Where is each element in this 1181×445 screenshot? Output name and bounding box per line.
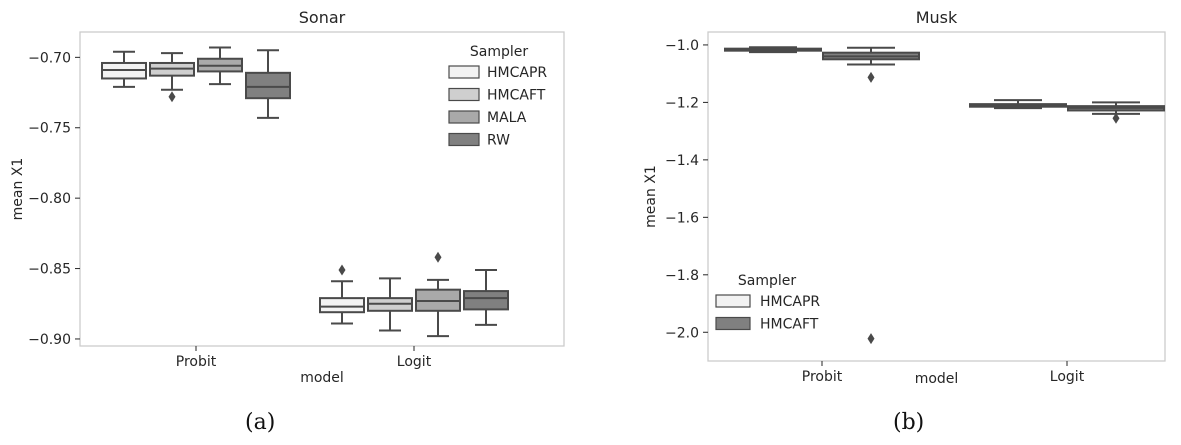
x-tick-label: Probit [802,369,843,385]
box-hmcapr-probit [101,50,147,88]
y-tick-label: −1.4 [665,153,699,169]
chart-panel-1: Sonar −0.70 −0.75 −0.80 −0.85 −0.90 Probit Logi… [10,8,565,386]
box-hmcapr-logit [319,264,365,325]
box-mala-probit [197,46,243,86]
outlier-point [1112,112,1120,124]
box-hmcaft-probit [149,52,195,103]
box-iqr [319,297,365,314]
legend-title: Sampler [738,273,796,289]
chart-panel-2: Musk −1.0 −1.2 −1.4 −1.6 −1.8 −2.0 Probit Logit m… [643,8,1166,387]
y-tick-label: −1.2 [665,95,699,111]
legend-label: RW [487,133,510,149]
plot-frame [79,31,565,347]
box-hmcaft-logit [1067,101,1165,124]
y-tick-label: −1.0 [665,38,699,54]
box-iqr [245,71,291,100]
chart-title: Sonar [299,8,346,27]
y-tick-label: −2.0 [665,325,699,341]
caption-a: (a) [245,410,276,435]
legend-swatch [715,316,751,331]
legend-swatch [448,87,480,102]
chart-title: Musk [916,8,958,27]
y-tick-label: −0.85 [28,262,71,278]
x-tick-label: Probit [176,354,217,370]
legend-title: Sampler [470,44,528,60]
legend: Sampler HMCAPR HMCAFT MALA RW [447,43,551,154]
y-tick-label: −1.8 [665,268,699,284]
box-hmcapr-logit [969,99,1067,110]
caption-b: (b) [893,410,925,435]
legend-label: HMCAFT [760,317,819,333]
x-tick-label: Logit [1050,369,1085,385]
y-tick-label: −0.90 [28,332,71,348]
outlier-point [867,333,875,345]
box-mala-logit [415,251,461,338]
x-axis-label: model [300,370,344,386]
y-tick-label: −0.80 [28,191,71,207]
box-hmcaft-logit [367,277,413,332]
box-hmcapr-probit [724,46,822,54]
legend-label: MALA [487,110,527,126]
legend-swatch [448,132,480,147]
y-axis-label: mean X1 [643,165,659,228]
legend: Sampler HMCAPR HMCAFT [713,272,821,342]
legend-swatch [448,65,480,79]
box-hmcaft-probit [822,46,920,345]
outlier-point [434,251,442,263]
y-tick-label: −1.6 [665,210,699,226]
x-axis-label: model [915,371,959,387]
y-tick-label: −0.75 [28,121,71,137]
outlier-point [338,264,346,276]
outlier-point [867,71,875,83]
box-iqr [463,290,509,311]
legend-swatch [715,294,751,308]
outlier-point [168,91,176,103]
y-axis-label: mean X1 [10,158,26,221]
x-tick-label: Logit [397,354,432,370]
plot-frame [707,31,1166,362]
box-rw-probit [245,49,291,119]
legend-swatch [448,110,480,124]
legend-label: HMCAPR [487,65,547,81]
legend-label: HMCAPR [760,294,820,310]
box-rw-logit [463,268,509,326]
legend-label: HMCAFT [487,88,546,104]
y-tick-label: −0.70 [28,50,71,66]
